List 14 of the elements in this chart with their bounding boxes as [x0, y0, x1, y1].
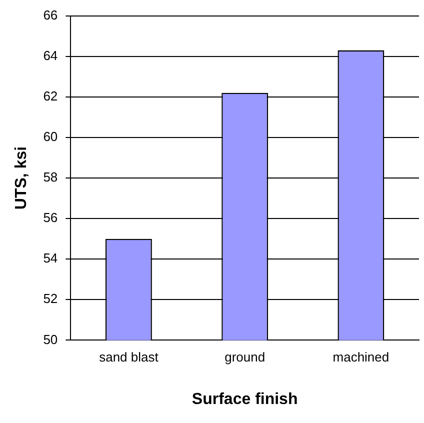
y-axis-title: UTS, ksi [13, 146, 30, 210]
y-tick-label: 64 [43, 48, 58, 63]
y-tick-label: 62 [43, 88, 58, 104]
x-tick-label: ground [224, 350, 266, 365]
y-tick-label: 54 [43, 250, 58, 266]
y-tick-label: 66 [43, 7, 58, 22]
x-tick-label: sand blast [99, 350, 159, 365]
y-tick-label: 50 [43, 332, 58, 347]
y-tick-label: 56 [43, 210, 58, 226]
y-tick-label: 60 [43, 129, 58, 144]
y-tick-label: 58 [43, 170, 58, 185]
x-tick-label: machined [332, 350, 390, 365]
y-tick-label: 52 [43, 291, 58, 306]
x-axis-title: Surface finish [192, 390, 298, 408]
